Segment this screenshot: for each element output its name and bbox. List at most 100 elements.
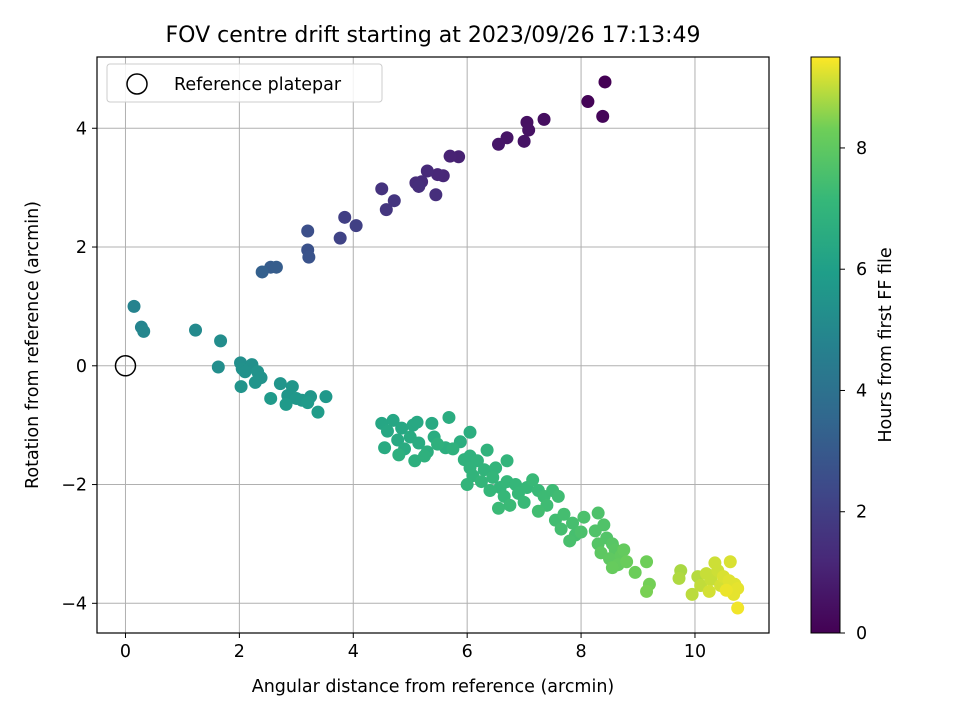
data-point	[137, 324, 151, 338]
data-point	[387, 194, 401, 208]
data-point	[685, 587, 699, 601]
data-point	[349, 219, 363, 233]
data-point	[517, 134, 531, 148]
reference-platepar-marker	[114, 355, 137, 377]
data-point	[628, 565, 642, 579]
data-point	[386, 413, 400, 427]
data-point	[431, 437, 445, 451]
data-point	[214, 334, 228, 348]
x-tick-label: 6	[462, 642, 473, 662]
data-point	[617, 543, 631, 557]
data-point	[379, 203, 393, 217]
data-point	[319, 390, 333, 404]
x-tick-label: 2	[234, 642, 245, 662]
x-tick-label: 8	[575, 642, 586, 662]
grid	[97, 57, 769, 633]
data-point	[380, 424, 394, 438]
colorbar-tick-label: 2	[856, 503, 867, 523]
data-point	[279, 397, 293, 411]
data-point	[537, 112, 551, 126]
data-point	[412, 436, 426, 450]
legend-box	[106, 63, 383, 103]
data-point	[429, 188, 443, 202]
data-point	[420, 164, 434, 178]
x-tick-label: 0	[120, 642, 131, 662]
data-point	[301, 396, 315, 410]
data-point	[723, 555, 737, 569]
data-point	[302, 250, 316, 264]
colorbar: 0 2 4 6 8 Hours from first FF file	[810, 56, 896, 644]
data-point	[375, 182, 389, 196]
data-point	[391, 433, 405, 447]
data-point	[392, 448, 406, 462]
data-point	[531, 504, 545, 518]
colorbar-tick-label: 6	[856, 260, 867, 280]
data-point	[672, 571, 686, 585]
data-point	[255, 265, 269, 279]
data-point	[731, 601, 745, 615]
plot-area-frame	[96, 56, 770, 634]
data-point	[500, 454, 514, 468]
colorbar-label: Hours from first FF file	[876, 247, 896, 442]
y-tick-label: −4	[61, 594, 87, 614]
data-point	[463, 425, 477, 439]
data-point	[417, 449, 431, 463]
x-tick-label: 10	[684, 642, 706, 662]
x-axis-label: Angular distance from reference (arcmin)	[252, 677, 615, 697]
data-point	[640, 584, 654, 598]
y-axis-label: Rotation from reference (arcmin)	[23, 201, 43, 489]
data-point	[395, 421, 409, 435]
data-point	[591, 506, 605, 520]
data-point	[598, 75, 612, 89]
data-point	[574, 525, 588, 539]
y-tick-label: 2	[76, 238, 87, 258]
chart-title: FOV centre drift starting at 2023/09/26 …	[166, 23, 701, 48]
data-point	[566, 516, 580, 530]
colorbar-gradient	[810, 56, 841, 634]
data-point	[443, 149, 457, 163]
data-point	[425, 416, 439, 430]
data-point	[273, 377, 287, 391]
data-point	[702, 584, 716, 598]
x-tick-label: 4	[348, 642, 359, 662]
data-point	[234, 380, 248, 394]
y-tick-label: −2	[61, 476, 87, 496]
data-point	[526, 473, 540, 487]
data-point	[269, 260, 283, 274]
data-point	[431, 168, 445, 182]
legend: Reference platepar	[106, 63, 383, 103]
data-point	[333, 231, 347, 245]
legend-reference-marker	[126, 73, 148, 95]
data-point	[378, 441, 392, 455]
data-point	[605, 561, 619, 575]
data-point	[577, 510, 591, 524]
data-point	[719, 583, 733, 597]
data-point	[446, 442, 460, 456]
data-point	[442, 410, 456, 424]
data-point	[597, 518, 611, 532]
colorbar-tick-label: 4	[856, 381, 867, 401]
data-point	[301, 224, 315, 238]
data-point	[408, 454, 422, 468]
data-point	[491, 501, 505, 515]
data-point	[410, 415, 424, 429]
axis-ticks: 0 2 4 6 8 10 −4 −2 0 2 4	[61, 119, 706, 662]
data-point	[412, 179, 426, 193]
data-point	[460, 478, 474, 492]
data-point	[491, 137, 505, 151]
data-point	[248, 375, 262, 389]
data-point	[640, 555, 654, 569]
data-point	[522, 123, 536, 137]
data-point	[503, 498, 517, 512]
data-point	[127, 299, 141, 313]
data-point	[620, 555, 634, 569]
data-point	[486, 470, 500, 484]
data-point	[311, 405, 325, 419]
data-point	[704, 573, 718, 587]
data-point	[557, 507, 571, 521]
data-point	[189, 323, 203, 337]
y-tick-label: 0	[76, 357, 87, 377]
colorbar-ticks: 0 2 4 6 8	[840, 139, 867, 644]
scatter-points	[114, 75, 745, 615]
